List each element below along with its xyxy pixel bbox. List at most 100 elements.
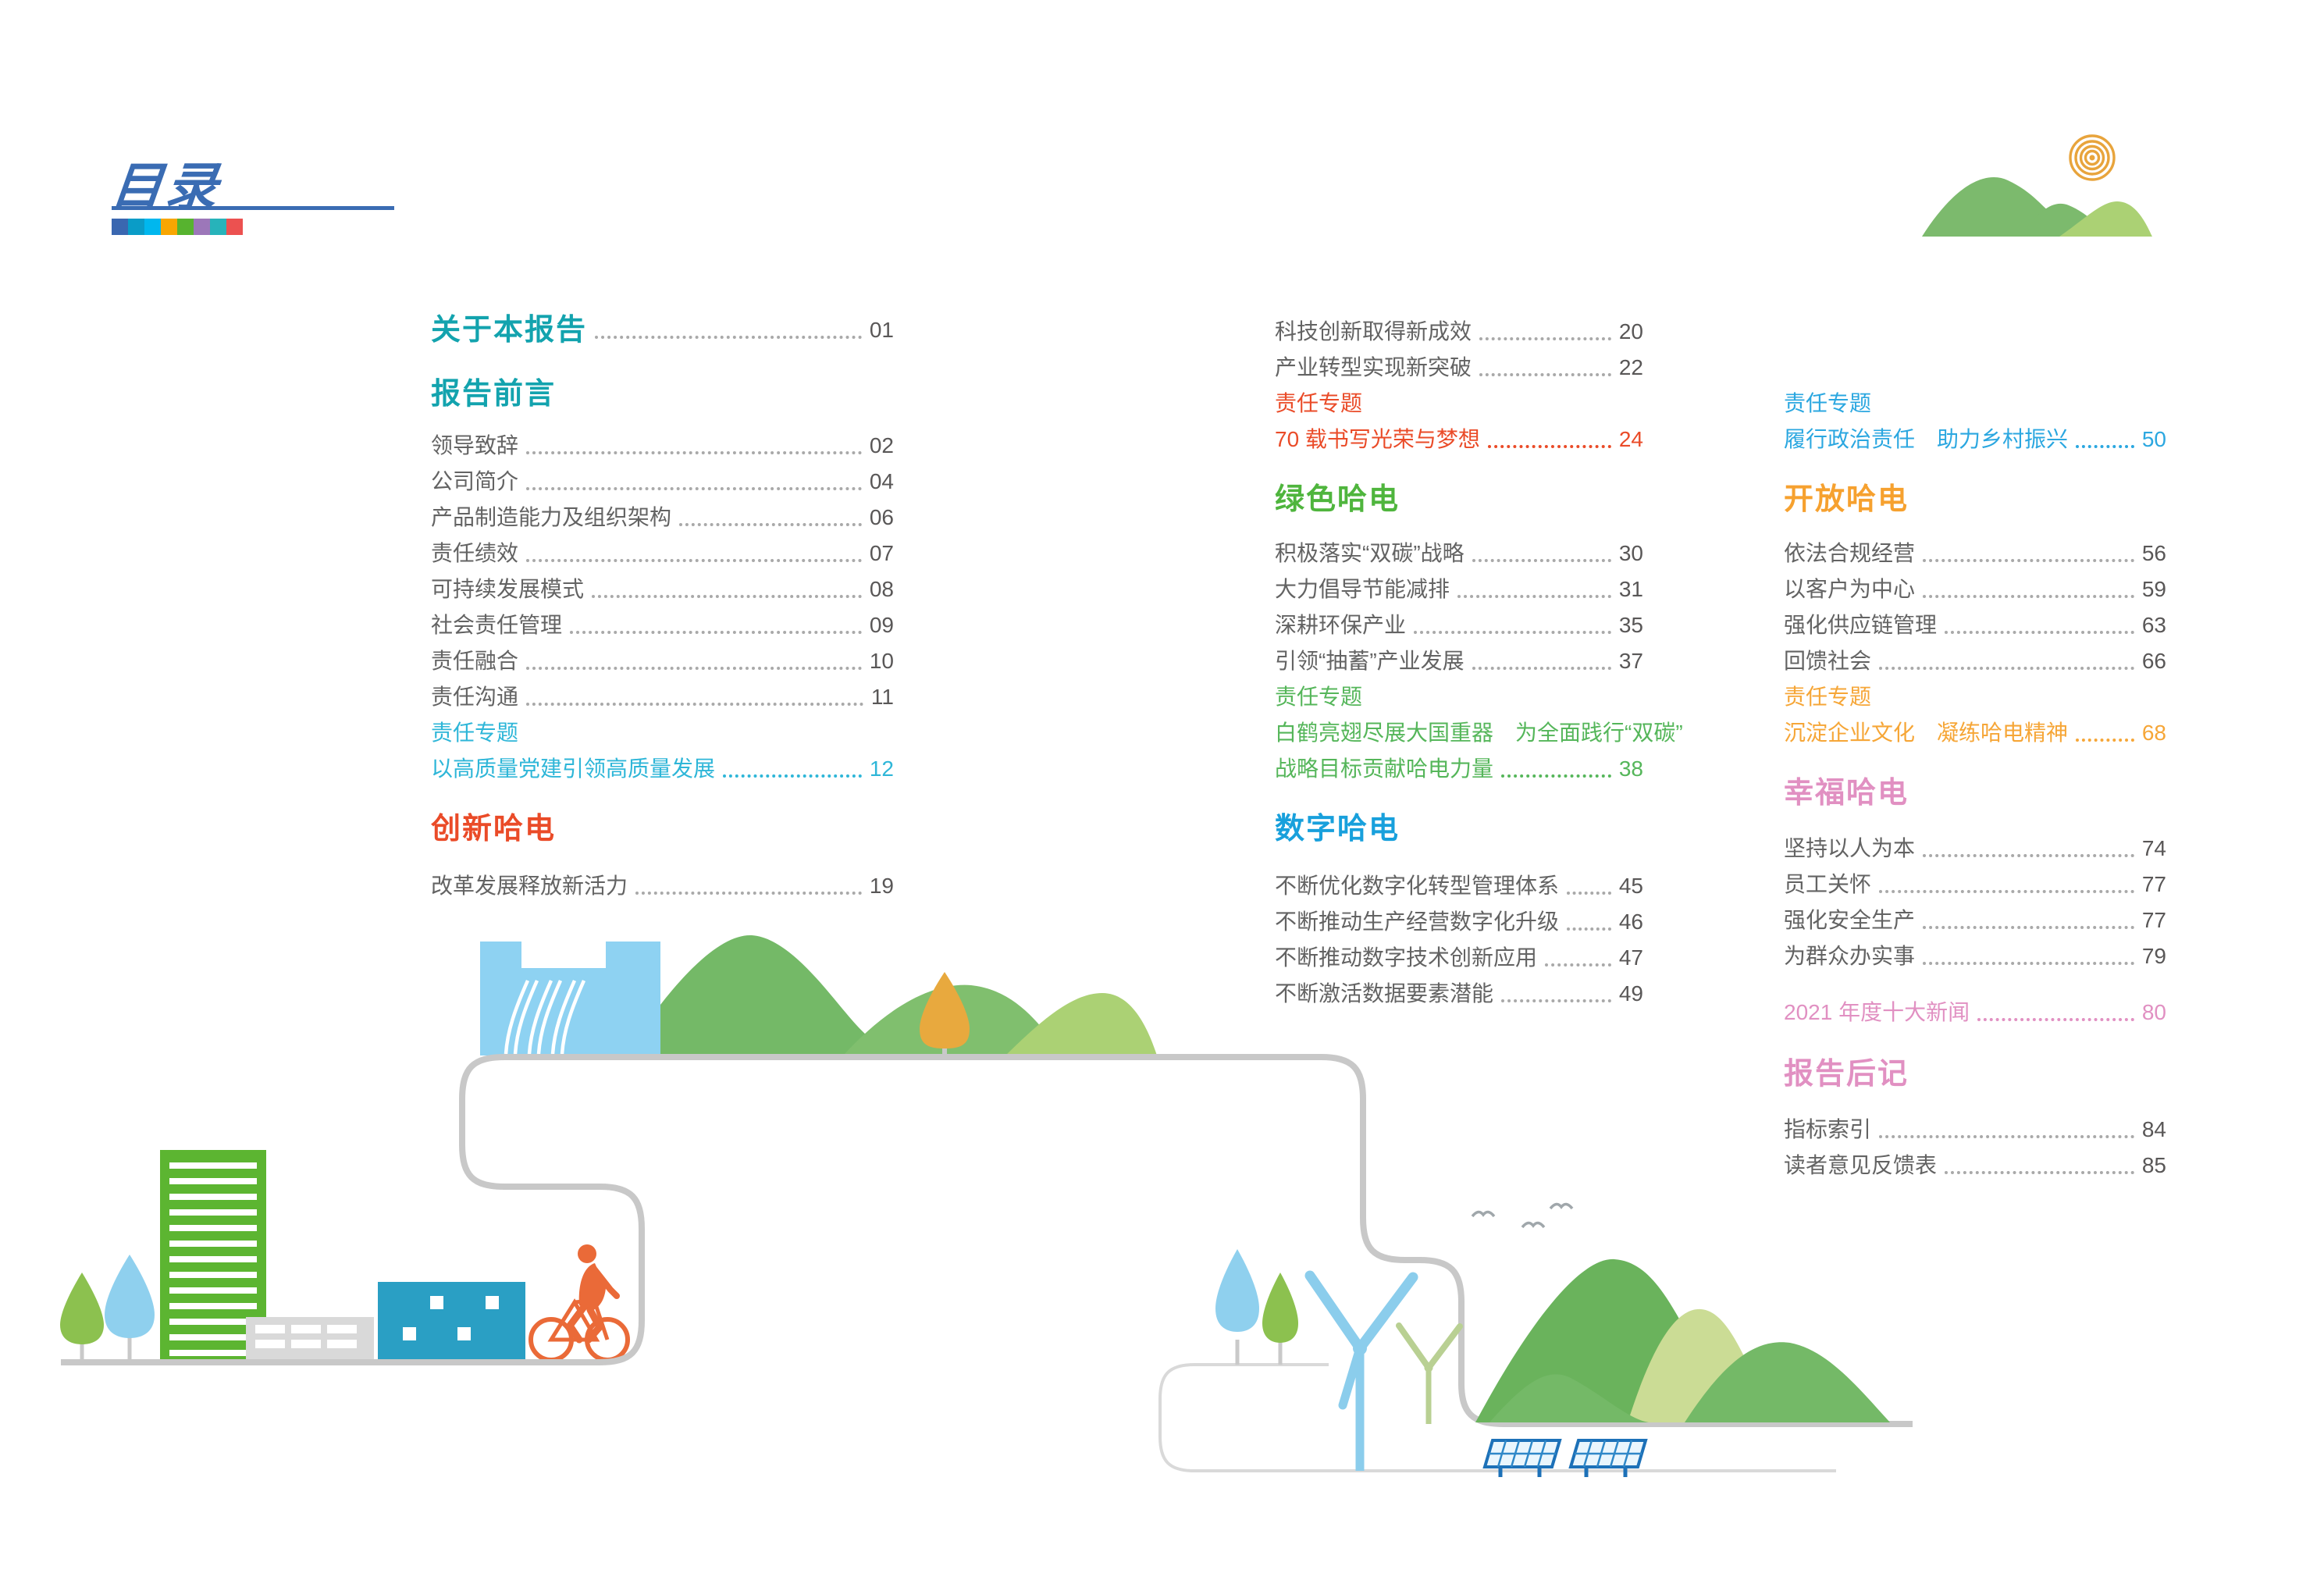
dot-leader (1479, 373, 1611, 376)
toc-entry-label: 不断优化数字化转型管理体系 (1275, 874, 1560, 898)
toc-entry-label: 改革发展释放新活力 (431, 874, 628, 898)
toc-entry-label: 科技创新取得新成效 (1275, 319, 1472, 344)
toc-special-entry[interactable]: 白鹤亮翅尽展大国重器 为全面践行“双碳” (1275, 717, 1683, 749)
dot-leader (1923, 595, 2134, 598)
toc-entry[interactable]: 大力倡导节能减排 31 (1275, 573, 1643, 606)
birds (1471, 1202, 1574, 1229)
toc-special-label[interactable]: 责任专题 (1784, 681, 2166, 714)
toc-entry-label: 责任专题 (431, 721, 519, 745)
toc-entry[interactable]: 不断推动数字技术创新应用 47 (1275, 942, 1643, 974)
toc-entry-page: 07 (869, 541, 894, 565)
toc-heading-label: 报告前言 (431, 378, 557, 411)
toc-entry-label: 沉淀企业文化 凝练哈电精神 (1784, 721, 2069, 745)
toc-entry[interactable]: 不断激活数据要素潜能 49 (1275, 977, 1643, 1010)
toc-entry-label: 白鹤亮翅尽展大国重器 为全面践行“双碳” (1275, 721, 1683, 745)
toc-entry-page: 74 (2141, 836, 2166, 860)
toc-heading-label: 数字哈电 (1275, 813, 1400, 845)
toc-entry[interactable]: 不断推动生产经营数字化升级 46 (1275, 906, 1643, 938)
toc-entry-label: 领导致辞 (431, 433, 519, 457)
toc-entry[interactable]: 不断优化数字化转型管理体系 45 (1275, 870, 1643, 902)
toc-entry[interactable]: 强化安全生产 77 (1784, 904, 2166, 937)
toc-entry-page: 80 (2141, 1000, 2166, 1024)
dot-leader (635, 892, 862, 895)
toc-entry[interactable]: 员工关怀 77 (1784, 868, 2166, 901)
toc-entry-page: 12 (869, 756, 894, 781)
ground-front-line (1158, 1363, 1836, 1472)
toc-entry[interactable]: 积极落实“双碳”战略 30 (1275, 537, 1643, 570)
toc-entry-label: 不断激活数据要素潜能 (1275, 981, 1494, 1006)
toc-entry-label: 坚持以人为本 (1784, 836, 1916, 860)
toc-entry-page: 66 (2141, 649, 2166, 673)
toc-entry-label: 公司简介 (431, 469, 519, 493)
toc-special-label[interactable]: 责任专题 (431, 717, 894, 749)
mountains-right (1475, 1258, 1890, 1422)
toc-entry[interactable]: 强化供应链管理 63 (1784, 609, 2166, 642)
hills-topright (1922, 176, 2152, 237)
toc-entry[interactable]: 指标索引 84 (1784, 1113, 2166, 1146)
toc-entry[interactable]: 改革发展释放新活力 19 (431, 870, 894, 902)
toc-entry-label: 责任专题 (1275, 391, 1363, 415)
toc-special-entry[interactable]: 以高质量党建引领高质量发展 12 (431, 753, 894, 785)
toc-entry[interactable]: 可持续发展模式 08 (431, 573, 894, 606)
toc-heading-postscript[interactable]: 报告后记 (1784, 1054, 2166, 1095)
toc-entry[interactable]: 公司简介 04 (431, 465, 894, 498)
toc-heading-label: 开放哈电 (1784, 483, 1909, 516)
tree-orange (920, 972, 970, 1055)
toc-entry[interactable]: 领导致辞 02 (431, 429, 894, 462)
toc-entry[interactable]: 责任沟通 11 (431, 681, 894, 714)
toc-heading-label: 幸福哈电 (1784, 777, 1909, 810)
toc-heading-green[interactable]: 绿色哈电 (1275, 479, 1643, 520)
toc-heading-preface[interactable]: 报告前言 (431, 374, 894, 415)
toc-entry[interactable]: 社会责任管理 09 (431, 609, 894, 642)
toc-special-entry[interactable]: 沉淀企业文化 凝练哈电精神 68 (1784, 717, 2166, 749)
toc-special-entry[interactable]: 70 载书写光荣与梦想 24 (1275, 423, 1643, 456)
dot-leader (526, 559, 862, 562)
toc-special-label[interactable]: 责任专题 (1275, 387, 1643, 420)
toc-special-label[interactable]: 责任专题 (1275, 681, 1643, 714)
toc-entry-label: 责任专题 (1784, 391, 1872, 415)
toc-entry[interactable]: 读者意见反馈表 85 (1784, 1149, 2166, 1182)
toc-heading-innovation[interactable]: 创新哈电 (431, 809, 894, 849)
toc-entry[interactable]: 产业转型实现新突破 22 (1275, 351, 1643, 384)
brand-color-strip (112, 219, 243, 235)
toc-special-entry[interactable]: 战略目标贡献哈电力量 38 (1275, 753, 1643, 785)
toc-heading-label: 创新哈电 (431, 813, 557, 845)
dot-leader (1487, 445, 1611, 448)
dam (480, 942, 660, 1055)
toc-entry[interactable]: 引领“抽蓄”产业发展 37 (1275, 645, 1643, 678)
toc-special-label[interactable]: 责任专题 (1784, 387, 2166, 420)
toc-heading-digital[interactable]: 数字哈电 (1275, 809, 1643, 849)
toc-entry[interactable]: 产品制造能力及组织架构 06 (431, 501, 894, 534)
toc-entry[interactable]: 为群众办实事 79 (1784, 940, 2166, 973)
toc-entry-page: 19 (869, 874, 894, 898)
toc-entry-label: 履行政治责任 助力乡村振兴 (1784, 427, 2069, 451)
dot-leader (592, 595, 862, 598)
toc-entry-label: 深耕环保产业 (1275, 613, 1407, 637)
toc-entry[interactable]: 责任融合 10 (431, 645, 894, 678)
toc-entry-page: 22 (1618, 355, 1643, 379)
toc-entry-page: 79 (2141, 944, 2166, 968)
toc-heading-happiness[interactable]: 幸福哈电 (1784, 773, 2166, 813)
tree-green-left (60, 1273, 104, 1362)
palette-square (112, 219, 128, 235)
toc-special-entry[interactable]: 履行政治责任 助力乡村振兴 50 (1784, 423, 2166, 456)
toc-entry[interactable]: 科技创新取得新成效 20 (1275, 315, 1643, 348)
toc-heading-open[interactable]: 开放哈电 (1784, 479, 2166, 520)
waterfall-lines (504, 980, 586, 1055)
toc-entry-page: 68 (2141, 721, 2166, 745)
toc-entry-label: 指标索引 (1784, 1117, 1872, 1141)
toc-entry[interactable]: 责任绩效 07 (431, 537, 894, 570)
palette-square (177, 219, 194, 235)
toc-entry[interactable]: 回馈社会 66 (1784, 645, 2166, 678)
toc-special-entry[interactable]: 2021 年度十大新闻 80 (1784, 996, 2166, 1029)
toc-entry[interactable]: 深耕环保产业 35 (1275, 609, 1643, 642)
toc-entry-about-report[interactable]: 关于本报告 01 (431, 314, 894, 347)
toc-entry-label: 积极落实“双碳”战略 (1275, 541, 1465, 565)
dot-leader (1977, 1018, 2134, 1021)
dot-leader (526, 703, 863, 706)
toc-entry[interactable]: 坚持以人为本 74 (1784, 832, 2166, 865)
tree-blue-left (105, 1255, 155, 1362)
wind-turbine-small (1396, 1322, 1463, 1424)
toc-entry[interactable]: 依法合规经营 56 (1784, 537, 2166, 570)
toc-entry[interactable]: 以客户为中心 59 (1784, 573, 2166, 606)
